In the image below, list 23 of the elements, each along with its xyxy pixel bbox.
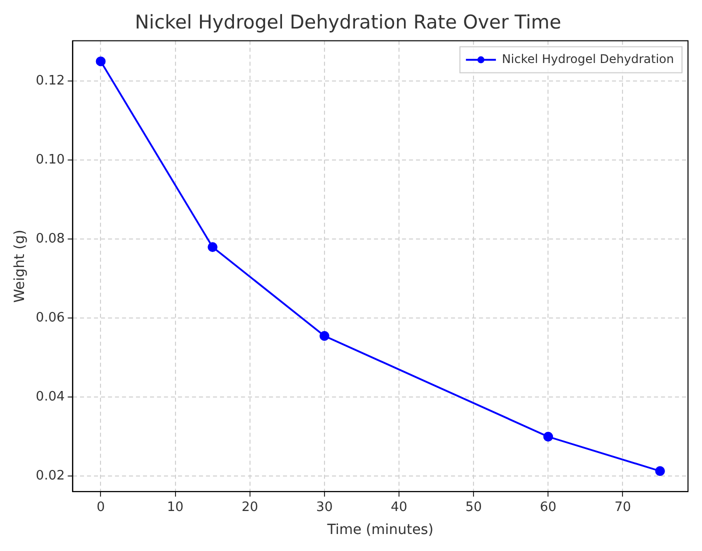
y-tick-label: 0.10 — [36, 152, 65, 168]
y-tick-label: 0.12 — [36, 73, 65, 88]
y-tick-label: 0.02 — [36, 468, 65, 484]
y-tick-label: 0.06 — [36, 310, 65, 326]
x-tick-label: 70 — [614, 500, 632, 515]
x-tick-label: 30 — [316, 500, 333, 515]
y-tick-label: 0.08 — [36, 232, 65, 247]
point — [543, 432, 554, 442]
point — [208, 242, 218, 252]
x-tick-label: 60 — [540, 500, 556, 515]
legend-label: Nickel Hydrogel Dehydration — [502, 52, 674, 66]
x-tick-label: 10 — [167, 500, 184, 515]
x-tick-label: 40 — [390, 500, 408, 515]
y-axis-title: Weight (g) — [12, 230, 28, 303]
point — [96, 56, 106, 66]
chart-title: Nickel Hydrogel Dehydration Rate Over Time — [134, 11, 562, 34]
x-axis-title: Time (minutes) — [326, 522, 434, 538]
point — [320, 331, 330, 341]
x-tick-label: 20 — [242, 500, 258, 515]
y-tick-label: 0.04 — [36, 390, 65, 405]
x-tick-label: 0 — [96, 500, 105, 515]
x-tick-label: 50 — [465, 500, 482, 515]
point — [655, 466, 665, 476]
